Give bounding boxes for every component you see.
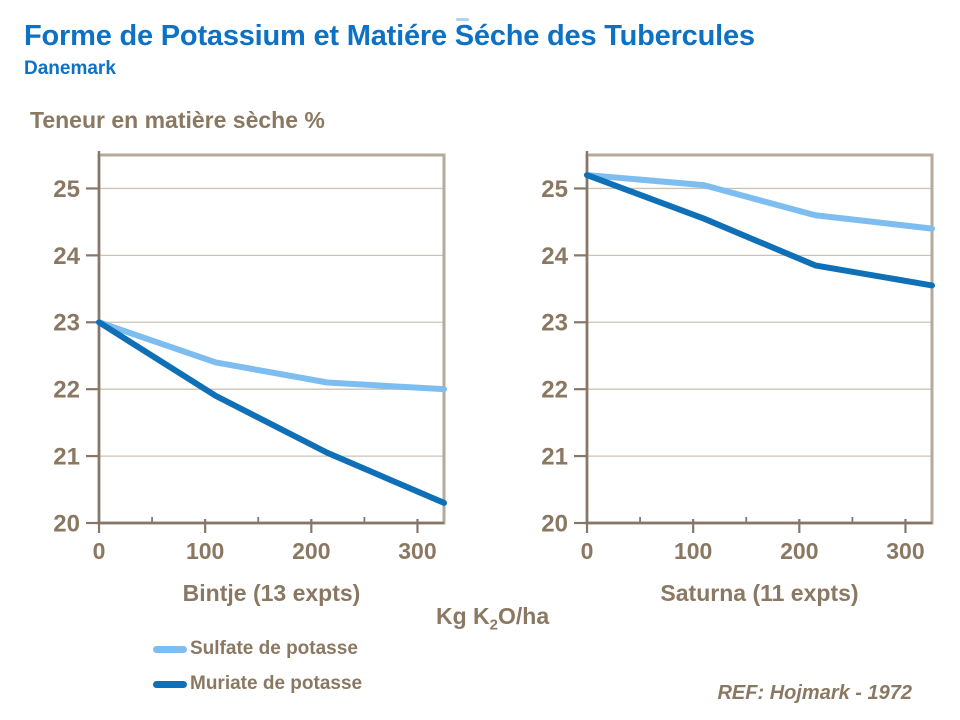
x-tick-label: 0 xyxy=(581,538,594,564)
series-line-muriate xyxy=(96,319,447,506)
y-tick-label: 24 xyxy=(541,243,568,270)
chart-canvas: 20 21 22 23 24 25 0 100 200 300 xyxy=(541,151,935,564)
y-axis-title: Teneur en matière sèche % xyxy=(30,107,325,133)
y-tick-label: 25 xyxy=(53,176,80,203)
x-axis-title-sub: 2 xyxy=(489,616,498,634)
series-line-sulfate xyxy=(584,172,935,232)
legend-swatch xyxy=(153,645,187,653)
stray-mark xyxy=(456,18,469,21)
x-axis-title: Kg K2O/ha xyxy=(436,603,596,634)
reference-note: REF: Hojmark - 1972 xyxy=(717,682,912,704)
x-tick-label: 100 xyxy=(186,538,224,564)
y-tick-label: 22 xyxy=(541,377,568,404)
series-line-sulfate xyxy=(96,319,447,393)
chart-canvas: 20 21 22 23 24 25 0 100 200 300 xyxy=(53,151,447,564)
x-axis-title-pre: Kg K xyxy=(436,603,490,629)
legend-swatch xyxy=(153,680,187,688)
page-title: Forme de Potassium et Matiére Séche des … xyxy=(24,20,755,52)
x-tick-label: 300 xyxy=(886,538,924,564)
legend: Sulfate de potasse Muriate de potasse xyxy=(153,638,362,708)
bintje-chart: 20 21 22 23 24 25 0 100 200 300 xyxy=(30,145,476,569)
series-line-muriate xyxy=(584,172,935,289)
y-tick-label: 21 xyxy=(541,443,568,470)
x-tick-label: 200 xyxy=(292,538,330,564)
y-tick-label: 25 xyxy=(541,176,568,203)
y-tick-label: 23 xyxy=(53,310,80,337)
saturna-chart-label: Saturna (11 expts) xyxy=(660,580,859,606)
legend-item-muriate: Muriate de potasse xyxy=(153,673,362,695)
y-tick-label: 21 xyxy=(53,443,80,470)
y-tick-label: 23 xyxy=(541,310,568,337)
page-subtitle: Danemark xyxy=(24,58,116,79)
y-tick-label: 24 xyxy=(53,243,80,270)
x-tick-label: 300 xyxy=(398,538,436,564)
y-tick-label: 20 xyxy=(541,510,568,537)
x-axis-title-post: O/ha xyxy=(497,603,550,629)
legend-item-sulfate: Sulfate de potasse xyxy=(153,638,362,660)
bintje-chart-label: Bintje (13 expts) xyxy=(182,580,361,606)
x-tick-label: 100 xyxy=(674,538,712,564)
x-tick-label: 0 xyxy=(93,538,106,564)
y-tick-label: 20 xyxy=(53,510,80,537)
plot-border xyxy=(585,153,934,525)
y-tick-label: 22 xyxy=(53,377,80,404)
legend-label: Muriate de potasse xyxy=(190,673,363,694)
legend-label: Sulfate de potasse xyxy=(190,638,358,659)
x-tick-label: 200 xyxy=(780,538,818,564)
saturna-chart: 20 21 22 23 24 25 0 100 200 300 xyxy=(518,145,960,569)
